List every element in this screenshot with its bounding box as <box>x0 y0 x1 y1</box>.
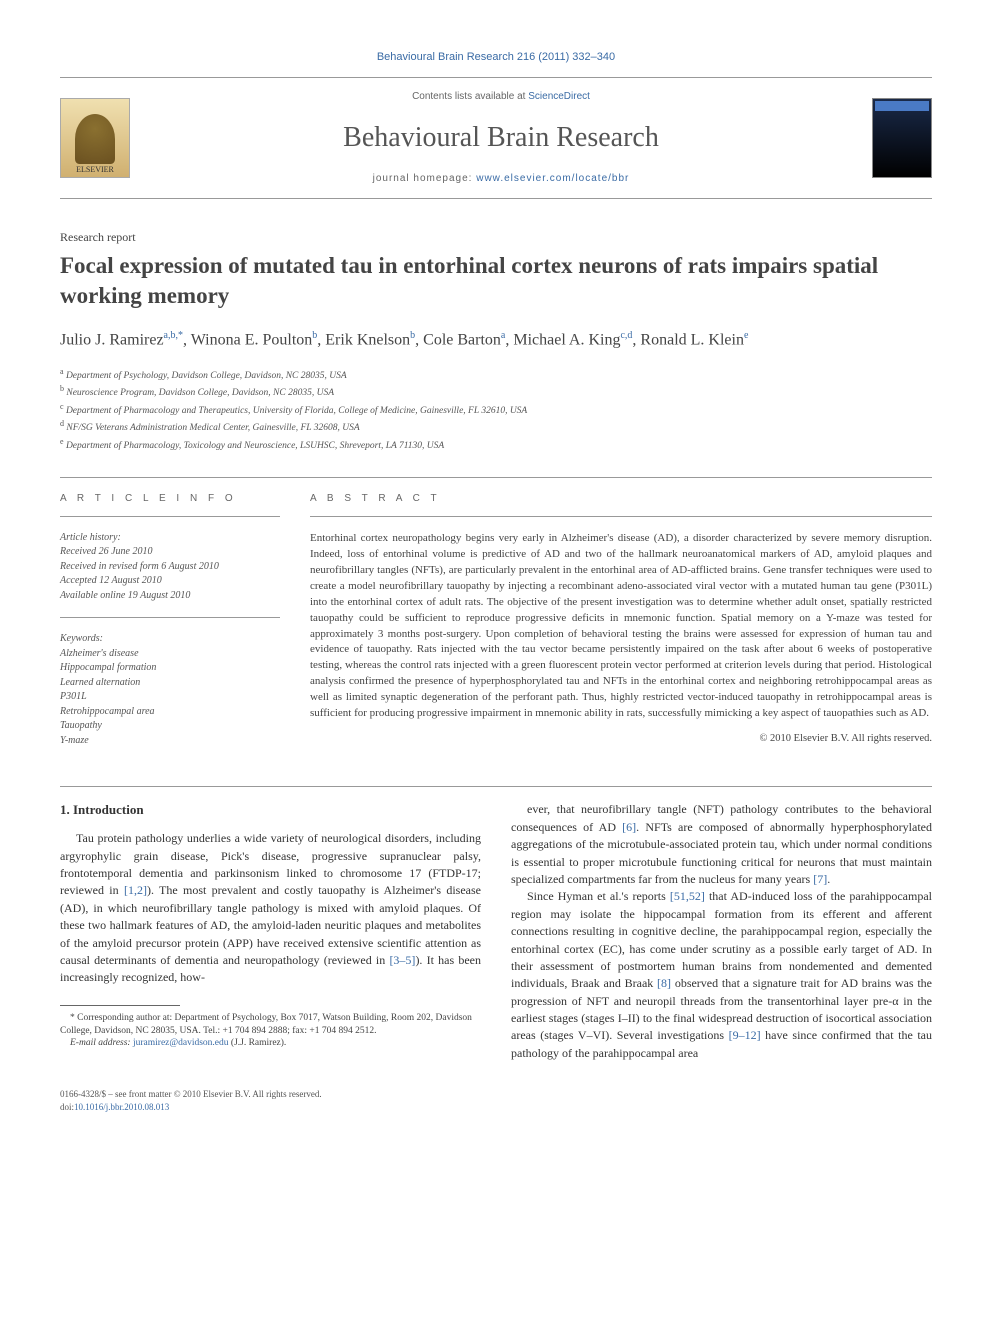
affiliation-line: e Department of Pharmacology, Toxicology… <box>60 436 932 453</box>
affiliations: a Department of Psychology, Davidson Col… <box>60 366 932 453</box>
affiliation-line: b Neuroscience Program, Davidson College… <box>60 383 932 400</box>
affiliation-line: d NF/SG Veterans Administration Medical … <box>60 418 932 435</box>
affiliation-line: c Department of Pharmacology and Therape… <box>60 401 932 418</box>
email-suffix: (J.J. Ramirez). <box>229 1038 287 1048</box>
abstract-text: Entorhinal cortex neuropathology begins … <box>310 531 932 722</box>
abstract-label: A B S T R A C T <box>310 492 932 506</box>
history-line: Received 26 June 2010 <box>60 545 280 560</box>
contents-text: Contents lists available at <box>412 91 528 102</box>
divider <box>60 786 932 787</box>
page-footer: 0166-4328/$ – see front matter © 2010 El… <box>60 1088 932 1113</box>
email-label: E-mail address: <box>70 1038 133 1048</box>
keyword-line: Y-maze <box>60 734 280 749</box>
abstract-column: A B S T R A C T Entorhinal cortex neurop… <box>310 492 932 763</box>
history-line: Received in revised form 6 August 2010 <box>60 560 280 575</box>
email-footnote: E-mail address: juramirez@davidson.edu (… <box>60 1037 481 1050</box>
article-info-column: A R T I C L E I N F O Article history: R… <box>60 492 280 763</box>
article-info-label: A R T I C L E I N F O <box>60 492 280 506</box>
copyright-line: © 2010 Elsevier B.V. All rights reserved… <box>310 732 932 747</box>
affiliation-line: a Department of Psychology, Davidson Col… <box>60 366 932 383</box>
keyword-line: Alzheimer's disease <box>60 647 280 662</box>
introduction-heading: 1. Introduction <box>60 801 481 820</box>
divider <box>60 617 280 618</box>
body-text: 1. Introduction Tau protein pathology un… <box>60 801 932 1062</box>
divider <box>60 516 280 517</box>
journal-title: Behavioural Brain Research <box>130 118 872 157</box>
keyword-line: Tauopathy <box>60 719 280 734</box>
divider <box>60 477 932 478</box>
keywords-label: Keywords: <box>60 632 280 647</box>
journal-reference: Behavioural Brain Research 216 (2011) 33… <box>60 50 932 65</box>
sciencedirect-link[interactable]: ScienceDirect <box>528 91 590 102</box>
issn-line: 0166-4328/$ – see front matter © 2010 El… <box>60 1088 932 1101</box>
authors-list: Julio J. Ramireza,b,*, Winona E. Poulton… <box>60 329 932 352</box>
homepage-link[interactable]: www.elsevier.com/locate/bbr <box>476 173 629 184</box>
corresponding-author-footnote: * Corresponding author at: Department of… <box>60 1012 481 1038</box>
elsevier-tree-icon <box>75 114 115 164</box>
keyword-line: Hippocampal formation <box>60 661 280 676</box>
email-link[interactable]: juramirez@davidson.edu <box>133 1038 229 1048</box>
intro-paragraph-2: ever, that neurofibrillary tangle (NFT) … <box>511 801 932 888</box>
doi-link[interactable]: 10.1016/j.bbr.2010.08.013 <box>74 1102 169 1112</box>
keyword-line: P301L <box>60 690 280 705</box>
elsevier-label: ELSEVIER <box>76 164 114 175</box>
header-center: Contents lists available at ScienceDirec… <box>130 90 872 185</box>
keyword-line: Learned alternation <box>60 676 280 691</box>
article-title: Focal expression of mutated tau in entor… <box>60 251 932 311</box>
homepage-label: journal homepage: <box>373 173 477 184</box>
history-line: Available online 19 August 2010 <box>60 589 280 604</box>
contents-available: Contents lists available at ScienceDirec… <box>130 90 872 104</box>
doi-label: doi: <box>60 1102 74 1112</box>
homepage-line: journal homepage: www.elsevier.com/locat… <box>130 172 872 186</box>
intro-paragraph-1: Tau protein pathology underlies a wide v… <box>60 830 481 987</box>
article-type: Research report <box>60 229 932 246</box>
article-history: Article history: Received 26 June 2010Re… <box>60 531 280 604</box>
footnote-separator <box>60 1005 180 1006</box>
keyword-line: Retrohippocampal area <box>60 705 280 720</box>
divider <box>310 516 932 517</box>
elsevier-logo: ELSEVIER <box>60 98 130 178</box>
journal-cover-thumbnail <box>872 98 932 178</box>
journal-header-box: ELSEVIER Contents lists available at Sci… <box>60 77 932 198</box>
history-line: Accepted 12 August 2010 <box>60 574 280 589</box>
history-label: Article history: <box>60 531 280 546</box>
keywords-block: Keywords: Alzheimer's diseaseHippocampal… <box>60 632 280 748</box>
intro-paragraph-3: Since Hyman et al.'s reports [51,52] tha… <box>511 888 932 1062</box>
